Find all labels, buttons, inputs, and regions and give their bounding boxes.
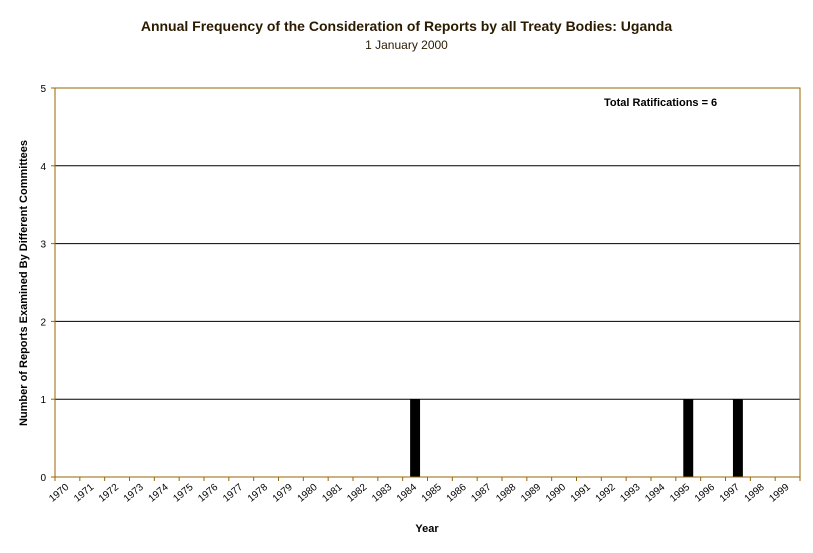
x-tick-label: 1991 (569, 482, 593, 505)
y-tick-label: 3 (40, 240, 46, 251)
x-tick-label: 1977 (221, 482, 245, 505)
x-tick-label: 1982 (345, 482, 369, 505)
x-tick-label: 1988 (494, 482, 518, 505)
x-tick-label: 1993 (618, 482, 642, 505)
x-tick-label: 1970 (47, 482, 71, 505)
x-tick-label: 1984 (395, 482, 419, 505)
x-tick-label: 1998 (743, 482, 767, 505)
x-tick-label: 1986 (445, 482, 469, 505)
x-axis-title: Year (415, 523, 439, 535)
x-tick-label: 1985 (420, 482, 444, 505)
total-ratifications-annotation: Total Ratifications = 6 (604, 97, 717, 109)
y-axis-title: Number of Reports Examined By Different … (18, 140, 30, 426)
x-tick-label: 1976 (196, 482, 220, 505)
bars (410, 399, 743, 477)
bar-1997 (732, 399, 743, 477)
y-tick-label: 5 (40, 84, 46, 95)
x-tick-label: 1971 (72, 482, 96, 505)
y-tick-label: 4 (40, 162, 46, 173)
x-tick-label: 1994 (643, 482, 667, 505)
chart-title: Annual Frequency of the Consideration of… (140, 18, 673, 34)
x-tick-label: 1992 (594, 482, 618, 505)
x-tick-label: 1999 (767, 482, 791, 505)
x-tick-label: 1995 (668, 482, 692, 505)
gridlines (55, 165, 800, 400)
y-tick-label: 0 (40, 473, 46, 484)
x-tick-label: 1989 (519, 482, 543, 505)
chart-subtitle: 1 January 2000 (365, 38, 448, 52)
x-tick-label: 1987 (469, 482, 493, 505)
x-tick-label: 1997 (718, 482, 742, 505)
x-tick-label: 1978 (246, 482, 270, 505)
x-tick-label: 1981 (320, 482, 344, 505)
bar-1995 (683, 399, 694, 477)
x-tick-label: 1990 (544, 482, 568, 505)
x-tick-label: 1996 (693, 482, 717, 505)
x-tick-label: 1972 (97, 482, 121, 505)
x-tick-label: 1974 (147, 482, 171, 505)
y-tick-labels: 0 1 2 3 4 5 (40, 84, 46, 484)
x-tick-label: 1983 (370, 482, 394, 505)
x-tick-label: 1973 (122, 482, 146, 505)
axes (51, 87, 801, 481)
x-tick-label: 1979 (271, 482, 295, 505)
x-tick-labels: 1970 1971 1972 1973 1974 1975 1976 1977 1978 1979… (47, 482, 792, 505)
bar-1984 (410, 399, 421, 477)
y-tick-label: 2 (40, 317, 46, 328)
x-tick-label: 1975 (171, 482, 195, 505)
x-tick-label: 1980 (296, 482, 320, 505)
y-tick-label: 1 (40, 395, 46, 406)
